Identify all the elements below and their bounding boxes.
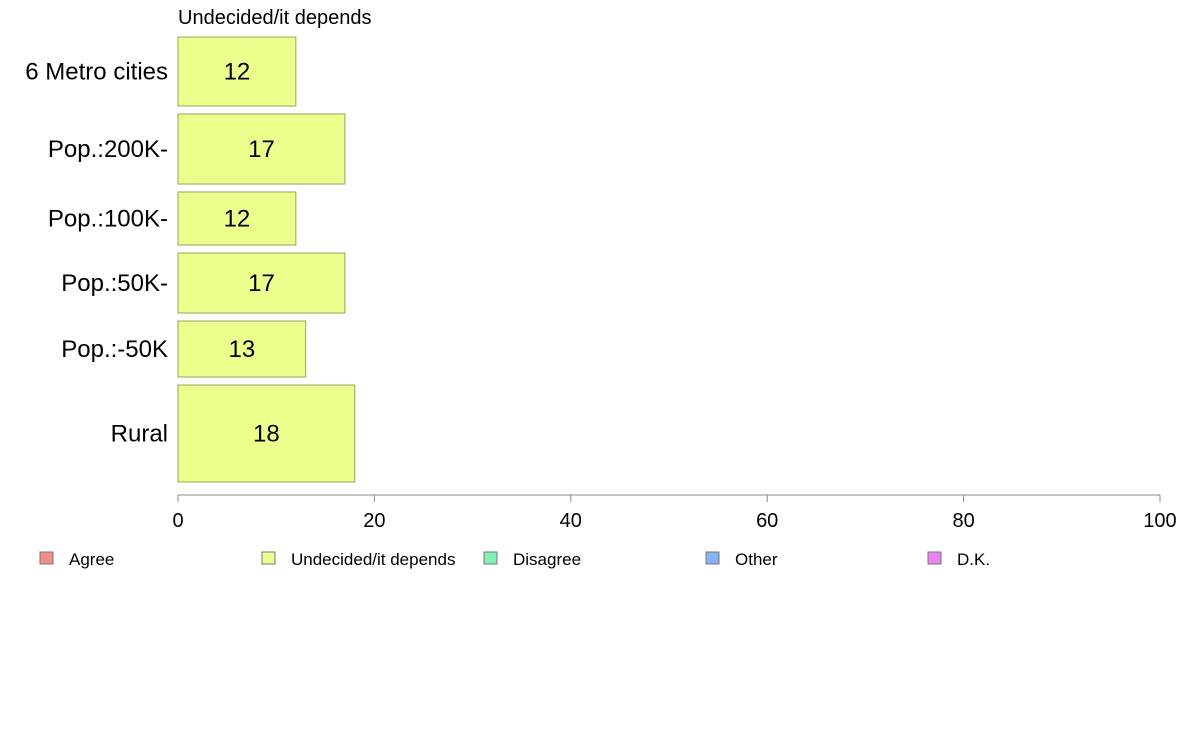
legend-label: Undecided/it depends xyxy=(291,550,455,569)
bar xyxy=(177,113,346,185)
bar xyxy=(177,320,307,378)
category-label: Pop.:100K- xyxy=(48,206,168,233)
bar-value-label: 12 xyxy=(224,206,251,233)
legend: Agree Undecided/it depends Disagree Other D.… xyxy=(39,550,990,569)
x-tick-label: 60 xyxy=(756,510,778,532)
legend-label: Other xyxy=(735,550,778,569)
legend-swatch xyxy=(483,551,498,565)
bar-value-label: 13 xyxy=(228,336,255,363)
x-tick-label: 0 xyxy=(172,510,183,532)
bar-value-label: 12 xyxy=(224,59,251,86)
x-tick-label: 40 xyxy=(560,510,582,532)
category-label: Pop.:50K- xyxy=(61,270,168,297)
bar-value-label: 17 xyxy=(248,270,275,297)
category-label: 6 Metro cities xyxy=(25,59,168,86)
category-label: Pop.:-50K xyxy=(61,336,168,363)
x-tick-label: 100 xyxy=(1143,510,1176,532)
category-label: Pop.:200K- xyxy=(48,136,168,163)
legend-swatch xyxy=(927,551,942,565)
bar xyxy=(177,36,297,107)
legend-swatch xyxy=(705,551,720,565)
legend-label: D.K. xyxy=(957,550,990,569)
legend-label: Agree xyxy=(69,550,114,569)
bars-group: 12 6 Metro cities 17 Pop.:200K- 12 Pop.:100K-… xyxy=(25,36,356,483)
x-tick-label: 20 xyxy=(363,510,385,532)
bar-value-label: 17 xyxy=(248,136,275,163)
legend-swatch xyxy=(39,551,54,565)
bar xyxy=(177,384,356,483)
chart-title: Undecided/it depends xyxy=(178,7,371,29)
x-axis: 0 20 40 60 80 100 xyxy=(172,494,1177,532)
x-tick-label: 80 xyxy=(952,510,974,532)
legend-label: Disagree xyxy=(513,550,581,569)
bar xyxy=(177,252,346,314)
bar-value-label: 18 xyxy=(253,421,280,448)
legend-swatch xyxy=(261,551,276,565)
bar xyxy=(177,191,297,246)
category-label: Rural xyxy=(111,421,168,448)
